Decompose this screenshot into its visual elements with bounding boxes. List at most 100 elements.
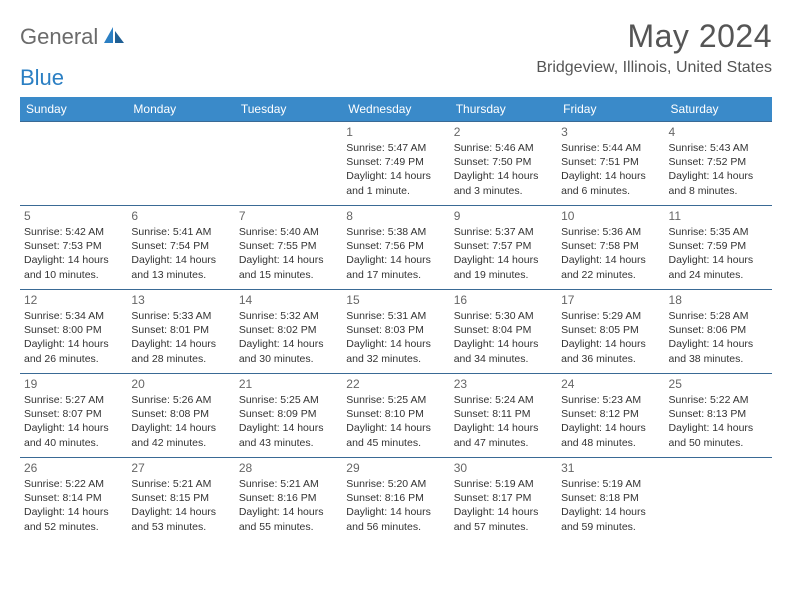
calendar-day-cell [235, 122, 342, 206]
logo: General [20, 18, 128, 50]
day-info: Sunrise: 5:47 AMSunset: 7:49 PMDaylight:… [346, 141, 445, 198]
day-info: Sunrise: 5:38 AMSunset: 7:56 PMDaylight:… [346, 225, 445, 282]
calendar-day-cell [20, 122, 127, 206]
daylight-line: Daylight: 14 hours and 24 minutes. [669, 253, 768, 281]
day-number: 23 [454, 377, 553, 391]
daylight-line: Daylight: 14 hours and 59 minutes. [561, 505, 660, 533]
day-header: Monday [127, 97, 234, 122]
calendar-day-cell: 22Sunrise: 5:25 AMSunset: 8:10 PMDayligh… [342, 374, 449, 458]
sunset-line: Sunset: 8:06 PM [669, 323, 768, 337]
daylight-line: Daylight: 14 hours and 50 minutes. [669, 421, 768, 449]
daylight-line: Daylight: 14 hours and 15 minutes. [239, 253, 338, 281]
calendar-day-cell: 27Sunrise: 5:21 AMSunset: 8:15 PMDayligh… [127, 458, 234, 542]
day-number: 30 [454, 461, 553, 475]
day-info: Sunrise: 5:43 AMSunset: 7:52 PMDaylight:… [669, 141, 768, 198]
day-info: Sunrise: 5:40 AMSunset: 7:55 PMDaylight:… [239, 225, 338, 282]
day-info: Sunrise: 5:32 AMSunset: 8:02 PMDaylight:… [239, 309, 338, 366]
calendar-day-cell: 8 Sunrise: 5:38 AMSunset: 7:56 PMDaylight… [342, 206, 449, 290]
daylight-line: Daylight: 14 hours and 8 minutes. [669, 169, 768, 197]
calendar-week-row: 1Sunrise: 5:47 AMSunset: 7:49 PMDaylight… [20, 122, 772, 206]
sunset-line: Sunset: 7:54 PM [131, 239, 230, 253]
daylight-line: Daylight: 14 hours and 38 minutes. [669, 337, 768, 365]
day-info: Sunrise: 5:28 AMSunset: 8:06 PMDaylight:… [669, 309, 768, 366]
day-number: 20 [131, 377, 230, 391]
day-number: 8 [346, 209, 445, 223]
sunset-line: Sunset: 8:08 PM [131, 407, 230, 421]
day-info: Sunrise: 5:27 AMSunset: 8:07 PMDaylight:… [24, 393, 123, 450]
day-number: 14 [239, 293, 338, 307]
calendar-table: Sunday Monday Tuesday Wednesday Thursday… [20, 97, 772, 542]
calendar-day-cell: 21Sunrise: 5:25 AMSunset: 8:09 PMDayligh… [235, 374, 342, 458]
day-header-row: Sunday Monday Tuesday Wednesday Thursday… [20, 97, 772, 122]
calendar-day-cell: 4Sunrise: 5:43 AMSunset: 7:52 PMDaylight… [665, 122, 772, 206]
day-info: Sunrise: 5:21 AMSunset: 8:15 PMDaylight:… [131, 477, 230, 534]
sunrise-line: Sunrise: 5:43 AM [669, 141, 768, 155]
sunset-line: Sunset: 8:02 PM [239, 323, 338, 337]
day-number: 7 [239, 209, 338, 223]
day-info: Sunrise: 5:26 AMSunset: 8:08 PMDaylight:… [131, 393, 230, 450]
daylight-line: Daylight: 14 hours and 42 minutes. [131, 421, 230, 449]
day-number: 1 [346, 125, 445, 139]
sunrise-line: Sunrise: 5:30 AM [454, 309, 553, 323]
day-info: Sunrise: 5:31 AMSunset: 8:03 PMDaylight:… [346, 309, 445, 366]
sunrise-line: Sunrise: 5:25 AM [346, 393, 445, 407]
day-number: 2 [454, 125, 553, 139]
logo-sail-icon [102, 25, 126, 50]
daylight-line: Daylight: 14 hours and 40 minutes. [24, 421, 123, 449]
sunset-line: Sunset: 8:13 PM [669, 407, 768, 421]
day-info: Sunrise: 5:25 AMSunset: 8:10 PMDaylight:… [346, 393, 445, 450]
sunrise-line: Sunrise: 5:25 AM [239, 393, 338, 407]
sunset-line: Sunset: 7:50 PM [454, 155, 553, 169]
calendar-day-cell: 7 Sunrise: 5:40 AMSunset: 7:55 PMDaylight… [235, 206, 342, 290]
daylight-line: Daylight: 14 hours and 36 minutes. [561, 337, 660, 365]
daylight-line: Daylight: 14 hours and 43 minutes. [239, 421, 338, 449]
day-info: Sunrise: 5:44 AMSunset: 7:51 PMDaylight:… [561, 141, 660, 198]
daylight-line: Daylight: 14 hours and 45 minutes. [346, 421, 445, 449]
day-info: Sunrise: 5:41 AMSunset: 7:54 PMDaylight:… [131, 225, 230, 282]
sunrise-line: Sunrise: 5:34 AM [24, 309, 123, 323]
daylight-line: Daylight: 14 hours and 26 minutes. [24, 337, 123, 365]
day-number: 17 [561, 293, 660, 307]
sunset-line: Sunset: 8:07 PM [24, 407, 123, 421]
sunrise-line: Sunrise: 5:47 AM [346, 141, 445, 155]
sunrise-line: Sunrise: 5:32 AM [239, 309, 338, 323]
calendar-day-cell: 26Sunrise: 5:22 AMSunset: 8:14 PMDayligh… [20, 458, 127, 542]
day-number: 10 [561, 209, 660, 223]
day-info: Sunrise: 5:24 AMSunset: 8:11 PMDaylight:… [454, 393, 553, 450]
sunset-line: Sunset: 7:49 PM [346, 155, 445, 169]
day-info: Sunrise: 5:25 AMSunset: 8:09 PMDaylight:… [239, 393, 338, 450]
calendar-day-cell: 12Sunrise: 5:34 AMSunset: 8:00 PMDayligh… [20, 290, 127, 374]
day-number: 24 [561, 377, 660, 391]
sunrise-line: Sunrise: 5:29 AM [561, 309, 660, 323]
day-info: Sunrise: 5:46 AMSunset: 7:50 PMDaylight:… [454, 141, 553, 198]
sunrise-line: Sunrise: 5:42 AM [24, 225, 123, 239]
calendar-day-cell: 31Sunrise: 5:19 AMSunset: 8:18 PMDayligh… [557, 458, 664, 542]
day-info: Sunrise: 5:35 AMSunset: 7:59 PMDaylight:… [669, 225, 768, 282]
day-info: Sunrise: 5:21 AMSunset: 8:16 PMDaylight:… [239, 477, 338, 534]
calendar-day-cell: 24Sunrise: 5:23 AMSunset: 8:12 PMDayligh… [557, 374, 664, 458]
sunset-line: Sunset: 8:17 PM [454, 491, 553, 505]
sunset-line: Sunset: 8:03 PM [346, 323, 445, 337]
sunrise-line: Sunrise: 5:40 AM [239, 225, 338, 239]
sunset-line: Sunset: 8:00 PM [24, 323, 123, 337]
daylight-line: Daylight: 14 hours and 32 minutes. [346, 337, 445, 365]
daylight-line: Daylight: 14 hours and 48 minutes. [561, 421, 660, 449]
day-info: Sunrise: 5:30 AMSunset: 8:04 PMDaylight:… [454, 309, 553, 366]
sunrise-line: Sunrise: 5:38 AM [346, 225, 445, 239]
day-number: 28 [239, 461, 338, 475]
sunset-line: Sunset: 7:53 PM [24, 239, 123, 253]
sunrise-line: Sunrise: 5:37 AM [454, 225, 553, 239]
daylight-line: Daylight: 14 hours and 17 minutes. [346, 253, 445, 281]
sunrise-line: Sunrise: 5:26 AM [131, 393, 230, 407]
calendar-day-cell: 14 Sunrise: 5:32 AMSunset: 8:02 PMDayligh… [235, 290, 342, 374]
calendar-day-cell [127, 122, 234, 206]
daylight-line: Daylight: 14 hours and 28 minutes. [131, 337, 230, 365]
sunset-line: Sunset: 8:14 PM [24, 491, 123, 505]
sunset-line: Sunset: 8:09 PM [239, 407, 338, 421]
calendar-day-cell: 18Sunrise: 5:28 AMSunset: 8:06 PMDayligh… [665, 290, 772, 374]
sunset-line: Sunset: 8:01 PM [131, 323, 230, 337]
day-info: Sunrise: 5:20 AMSunset: 8:16 PMDaylight:… [346, 477, 445, 534]
sunset-line: Sunset: 7:51 PM [561, 155, 660, 169]
day-number: 16 [454, 293, 553, 307]
daylight-line: Daylight: 14 hours and 1 minute. [346, 169, 445, 197]
